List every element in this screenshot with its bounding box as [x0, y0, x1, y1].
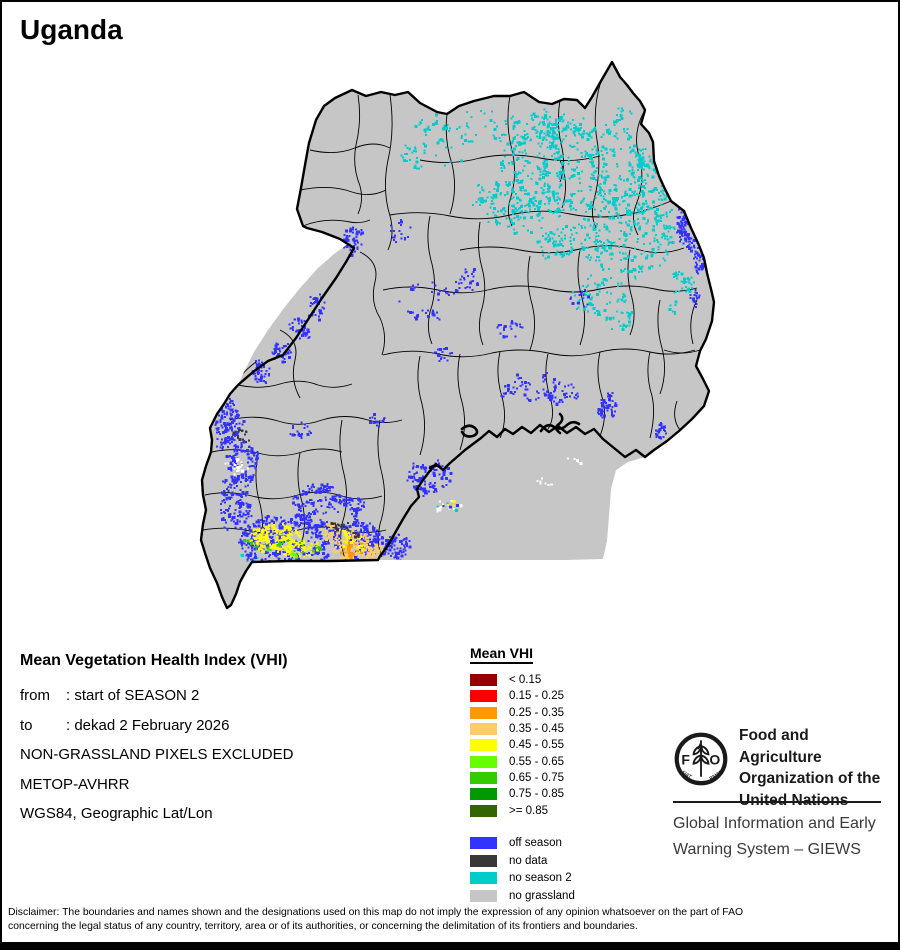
- legend-label: < 0.15: [509, 674, 542, 687]
- legend-row: 0.15 - 0.25: [470, 688, 640, 704]
- legend-row: 0.45 - 0.55: [470, 737, 640, 753]
- info-period-rows: from: start of SEASON 2 to: dekad 2 Febru…: [20, 681, 450, 740]
- svg-text:A: A: [697, 742, 703, 752]
- legend-swatch: [470, 706, 497, 719]
- legend-swatch: [470, 739, 497, 752]
- legend-label: no season 2: [509, 872, 572, 885]
- disclaimer-line-1: Disclaimer: The boundaries and names sho…: [8, 907, 744, 918]
- legend-swatch: [470, 723, 497, 736]
- legend-row: no season 2: [470, 869, 640, 886]
- legend-row: >= 0.85: [470, 802, 640, 818]
- legend-row: 0.35 - 0.45: [470, 721, 640, 737]
- legend-label: 0.35 - 0.45: [509, 723, 564, 736]
- legend-row: < 0.15: [470, 672, 640, 688]
- giews-name: Global Information and Early Warning Sys…: [673, 815, 876, 858]
- legend-label: 0.15 - 0.25: [509, 690, 564, 703]
- map-info-block: Mean Vegetation Health Index (VHI) from:…: [20, 652, 450, 829]
- legend-swatch: [470, 771, 497, 784]
- legend-swatch: [470, 837, 497, 850]
- national-boundary: [199, 60, 716, 610]
- info-line: NON-GRASSLAND PIXELS EXCLUDED: [20, 746, 294, 763]
- legend-swatch: [470, 854, 497, 867]
- info-row: to: dekad 2 February 2026: [20, 716, 230, 734]
- legend-swatch: [470, 889, 497, 902]
- fao-divider: [673, 801, 881, 803]
- legend-title: Mean VHI: [470, 645, 534, 664]
- legend-swatch: [470, 690, 497, 703]
- legend-label: off season: [509, 837, 562, 850]
- legend-row: no grassland: [470, 887, 640, 904]
- legend-label: 0.55 - 0.65: [509, 755, 564, 768]
- wheat-ear-icon: [692, 740, 710, 777]
- legend-swatch: [470, 755, 497, 768]
- legend-row: 0.75 - 0.85: [470, 786, 640, 802]
- info-row: from: start of SEASON 2: [20, 687, 200, 704]
- svg-text:O: O: [709, 752, 720, 768]
- legend-label: 0.25 - 0.35: [509, 706, 564, 719]
- legend-row: 0.25 - 0.35: [470, 705, 640, 721]
- fao-logo-icon: F A O FIAT PANIS: [674, 732, 728, 786]
- legend-row: no data: [470, 852, 640, 869]
- legend-swatch: [470, 674, 497, 687]
- legend-row: off season: [470, 835, 640, 852]
- vhi-pixel-speckles: [214, 63, 709, 567]
- info-line: WGS84, Geographic Lat/Lon: [20, 805, 213, 822]
- legend-label: >= 0.85: [509, 804, 549, 817]
- legend-swatch: [470, 872, 497, 885]
- legend-label: 0.45 - 0.55: [509, 739, 564, 752]
- fao-org-name: Food and Agriculture Organization of the…: [739, 727, 881, 809]
- legend-vhi-classes: < 0.15 0.15 - 0.25 0.25 - 0.35 0.35 - 0.45 0…: [470, 672, 640, 819]
- country-and-lakes-fill: [201, 62, 714, 608]
- disclaimer-line-2: concerning the legal status of any count…: [8, 920, 638, 932]
- info-extra-lines: NON-GRASSLAND PIXELS EXCLUDED METOP-AVHRR…: [20, 740, 450, 829]
- legend-row: 0.55 - 0.65: [470, 753, 640, 769]
- legend: Mean VHI < 0.15 0.15 - 0.25 0.25 - 0.35 0.3…: [470, 645, 640, 904]
- page-title: Uganda: [20, 14, 123, 45]
- legend-swatch: [470, 804, 497, 817]
- legend-extra-classes: off season no data no season 2 no grassland: [470, 835, 640, 905]
- legend-label: no data: [509, 854, 548, 867]
- info-line: METOP-AVHRR: [20, 775, 130, 793]
- legend-row: 0.65 - 0.75: [470, 770, 640, 786]
- svg-text:FIAT: FIAT: [681, 770, 692, 780]
- uganda-vhi-map: [199, 60, 716, 610]
- legend-label: 0.75 - 0.85: [509, 788, 564, 801]
- legend-label: no grassland: [509, 889, 575, 902]
- svg-text:PANIS: PANIS: [709, 769, 723, 781]
- lakeshore-detail-squiggles: [428, 412, 581, 470]
- legend-swatch: [470, 788, 497, 801]
- legend-label: 0.65 - 0.75: [509, 771, 564, 784]
- svg-text:F: F: [681, 752, 690, 768]
- info-heading: Mean Vegetation Health Index (VHI): [20, 652, 288, 669]
- disclaimer: Disclaimer: The boundaries and names sho…: [8, 906, 894, 933]
- bottom-border-bar: [0, 942, 900, 950]
